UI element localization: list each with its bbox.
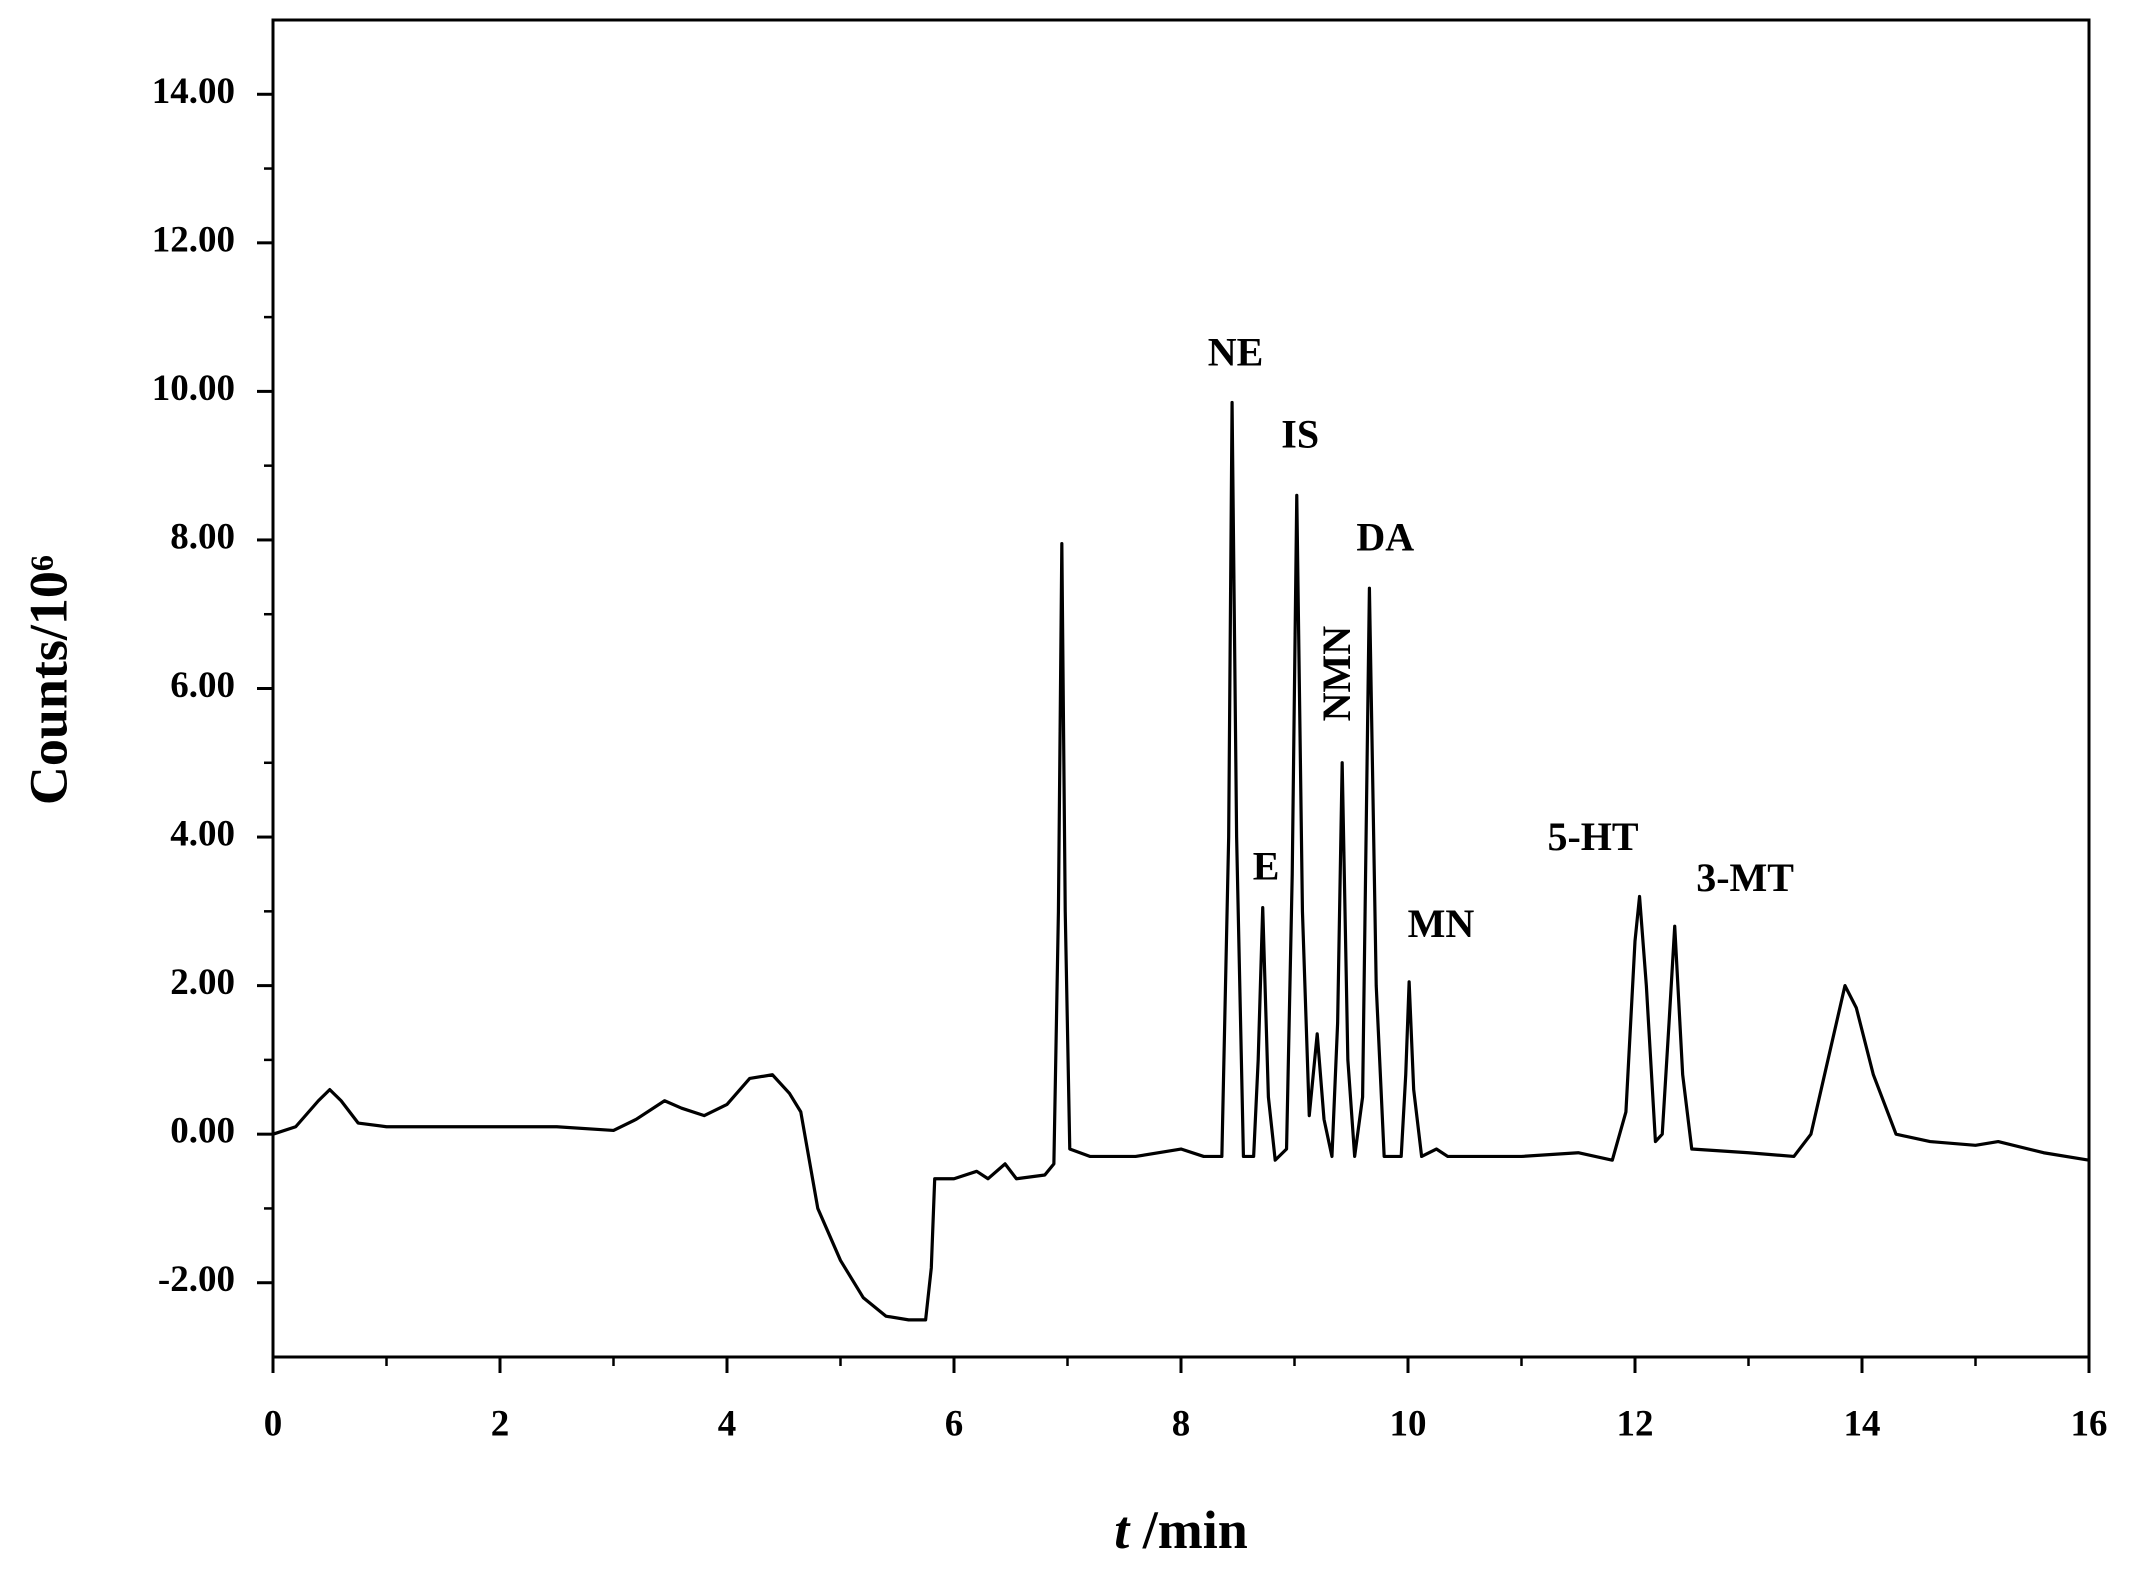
y-tick-label: 14.00	[152, 71, 235, 112]
x-tick-label: 2	[491, 1403, 510, 1444]
x-tick-label: 14	[1844, 1403, 1881, 1444]
peak-label: IS	[1281, 411, 1319, 456]
y-tick-label: 6.00	[170, 665, 235, 706]
y-tick-label: 8.00	[170, 516, 235, 557]
peak-label: NMN	[1314, 626, 1359, 722]
plot-frame	[271, 18, 2091, 1359]
y-axis-label: Counts/10⁶	[18, 555, 78, 805]
y-tick-label: 12.00	[152, 219, 235, 260]
x-axis-unit: /min	[1129, 1500, 1248, 1560]
peak-label: NE	[1208, 330, 1264, 375]
y-tick-label: 0.00	[170, 1111, 235, 1152]
y-tick-label: 10.00	[152, 368, 235, 409]
x-axis-label: t /min	[1114, 1500, 1248, 1560]
x-tick-label: 10	[1390, 1403, 1427, 1444]
x-tick-label: 8	[1172, 1403, 1191, 1444]
y-tick-label: 2.00	[170, 962, 235, 1003]
y-tick-label: -2.00	[158, 1259, 235, 1300]
trace	[272, 400, 2090, 1322]
x-tick-label: 16	[2071, 1403, 2108, 1444]
peak-label: 3-MT	[1696, 855, 1794, 900]
x-tick-label: 4	[718, 1403, 737, 1444]
peak-label: 5-HT	[1547, 814, 1638, 859]
x-axis-symbol: t	[1114, 1500, 1131, 1560]
x-tick-label: 12	[1617, 1403, 1654, 1444]
peak-label: DA	[1356, 515, 1414, 560]
y-tick-label: 4.00	[170, 814, 235, 855]
x-tick-label: 0	[264, 1403, 283, 1444]
peak-label: MN	[1408, 901, 1475, 946]
peak-label: E	[1253, 844, 1280, 889]
x-tick-label: 6	[945, 1403, 964, 1444]
